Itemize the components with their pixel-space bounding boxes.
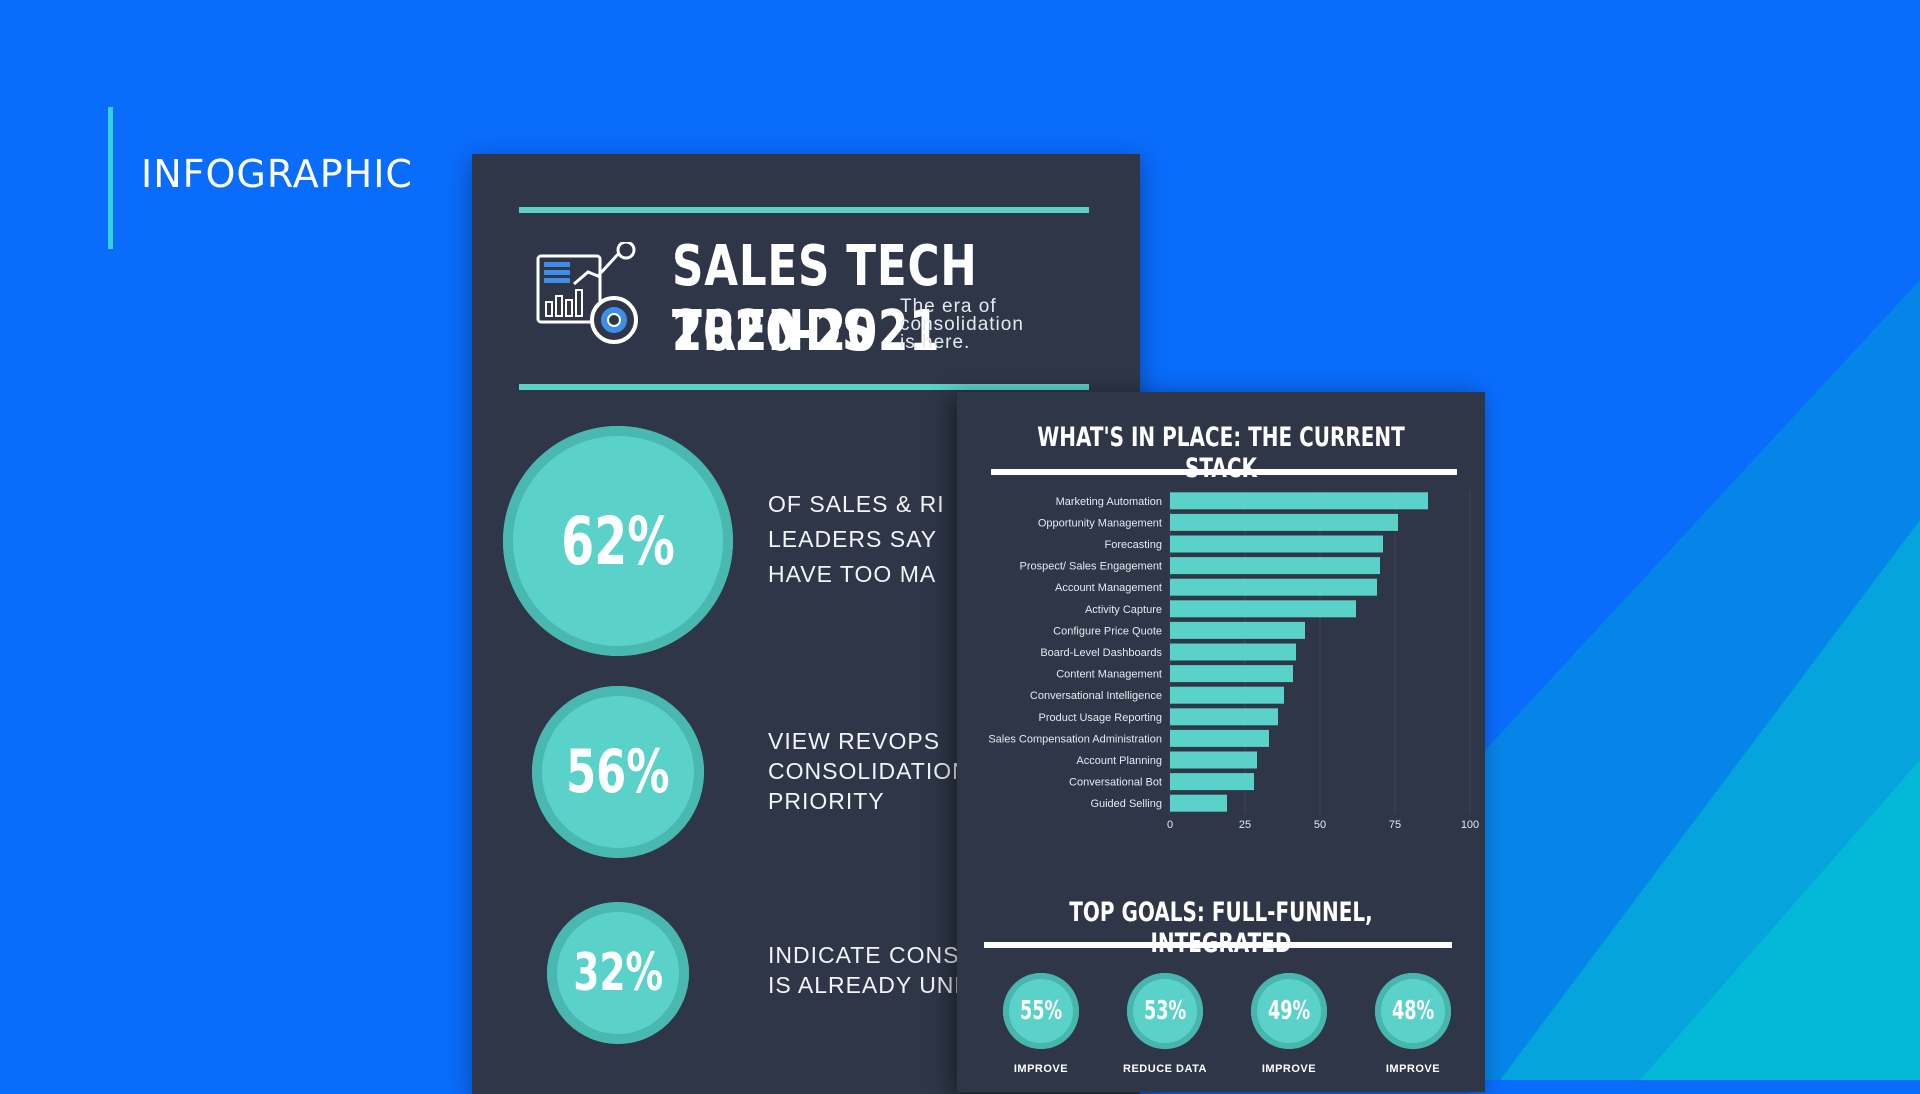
goal-label-4: IMPROVE (1385, 1063, 1441, 1075)
category-label: Marketing Automation (1056, 496, 1162, 508)
category-label: Conversational Intelligence (1030, 690, 1162, 702)
goals-title: TOP GOALS: FULL-FUNNEL, INTEGRATED (1069, 897, 1373, 959)
bar (1170, 794, 1227, 812)
stat-text-2: VIEW REVOPS CONSOLIDATION PRIORITY (768, 728, 958, 814)
bottom-divider (519, 384, 1089, 390)
category-label: Account Management (1055, 582, 1162, 594)
bar (1170, 578, 1377, 596)
category-label: Product Usage Reporting (1038, 712, 1162, 724)
goal-label-3: IMPROVE (1261, 1063, 1317, 1075)
category-label: Opportunity Management (1038, 517, 1162, 529)
stat-circle-32: 32% (547, 902, 689, 1044)
category-label: Board-Level Dashboards (1040, 647, 1162, 659)
bar (1170, 492, 1428, 510)
goal-label-2: REDUCE DATA (1123, 1063, 1207, 1075)
bar (1170, 686, 1284, 704)
stat-text-1: OF SALES & RI LEADERS SAY HAVE TOO MA (768, 491, 945, 587)
x-tick-label: 75 (1389, 819, 1401, 831)
stack-chart-title: WHAT'S IN PLACE: THE CURRENT STACK (1037, 422, 1405, 484)
goal-circle-1: 55% (1003, 973, 1079, 1049)
x-tick-label: 25 (1239, 819, 1251, 831)
stat-circle-56: 56% (532, 686, 704, 858)
bar (1170, 708, 1278, 726)
category-label: Prospect/ Sales Engagement (1020, 561, 1162, 573)
bar (1170, 513, 1398, 531)
category-label: Content Management (1056, 669, 1162, 681)
bar (1170, 751, 1257, 769)
category-label: Conversational Bot (1069, 777, 1162, 789)
goals-title-divider (984, 942, 1452, 948)
x-tick-label: 100 (1461, 819, 1479, 831)
accent-bar (108, 107, 113, 249)
goal-circle-2: 53% (1127, 973, 1203, 1049)
stack-title-divider (991, 469, 1457, 475)
bar (1170, 643, 1296, 661)
current-stack-card[interactable]: WHAT'S IN PLACE: THE CURRENT STACK 0 25 50… (957, 392, 1485, 1092)
x-tick-label: 50 (1314, 819, 1326, 831)
bar (1170, 557, 1380, 575)
bar (1170, 773, 1254, 791)
stat-circle-62: 62% (503, 426, 733, 656)
stat-text-3: INDICATE CONSC IS ALREADY UND (768, 942, 958, 998)
infographic-title: SALES TECH TRENDS (672, 234, 978, 364)
x-tick-label: 0 (1167, 819, 1173, 831)
analytics-dashboard-icon (536, 242, 638, 344)
bar (1170, 665, 1293, 683)
bar (1170, 621, 1305, 639)
bar (1170, 600, 1356, 618)
category-label: Sales Compensation Administration (988, 733, 1162, 745)
bar (1170, 729, 1269, 747)
goal-circle-4: 48% (1375, 973, 1451, 1049)
category-label: Configure Price Quote (1053, 625, 1162, 637)
current-stack-bar-chart: 0 25 50 75 100 Marketing Automation Opportunit… (988, 490, 1479, 831)
goal-label-1: IMPROVE (1013, 1063, 1069, 1075)
category-label: Account Planning (1076, 755, 1162, 767)
goal-circle-3: 49% (1251, 973, 1327, 1049)
section-label: INFOGRAPHIC (141, 152, 413, 196)
infographic-tagline: The era of consolidation is here. (900, 296, 1024, 353)
category-label: Guided Selling (1090, 798, 1162, 810)
bar (1170, 535, 1383, 553)
category-label: Activity Capture (1085, 604, 1162, 616)
category-label: Forecasting (1105, 539, 1162, 551)
infographic-years: 2020-2021 (672, 299, 941, 364)
top-divider (519, 207, 1089, 213)
